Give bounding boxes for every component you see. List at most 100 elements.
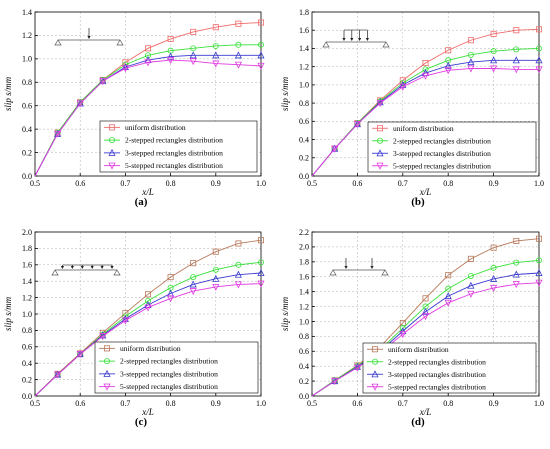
data-point: [76, 351, 84, 359]
data-point: [490, 274, 498, 282]
legend-swatch-marker: [109, 124, 116, 131]
legend-swatch-marker: [376, 162, 384, 170]
x-tick-label: 0.9: [211, 179, 221, 188]
x-tick-label: 1.0: [256, 179, 266, 188]
data-point: [399, 331, 407, 339]
x-tick-label: 0.5: [307, 399, 317, 408]
data-point: [189, 280, 197, 288]
data-point: [422, 60, 429, 67]
data-point: [444, 292, 452, 300]
y-tick-label: 0.0: [22, 392, 32, 401]
data-point: [167, 52, 175, 60]
data-point: [353, 364, 361, 372]
y-tick-label: 1.0: [22, 55, 32, 64]
data-point: [144, 304, 152, 312]
y-tick-label: 2.0: [22, 228, 32, 237]
plot-frame: [311, 11, 540, 177]
data-point: [212, 248, 219, 255]
data-point: [399, 80, 407, 88]
legend-entry: 5-stepped rectangles distribution: [388, 382, 486, 391]
data-point: [257, 51, 265, 59]
data-point: [235, 41, 242, 48]
chart-panel-2: 0.5 0.6 0.7 0.8 0.9 1.0 0.0 0.2 0.4 0.6 0.8 1.0 1.2 1…: [280, 8, 544, 208]
x-tick-label: 0.9: [489, 179, 499, 188]
x-tick-label: 0.5: [307, 179, 317, 188]
y-tick-label: 2.0: [299, 243, 309, 252]
data-point: [257, 280, 265, 288]
data-point: [144, 52, 151, 59]
legend-entry: 3-stepped rectangles distribution: [120, 369, 218, 378]
panel-label: (a): [135, 196, 148, 208]
data-point: [121, 65, 129, 73]
data-point: [257, 19, 264, 26]
legend-swatch-marker: [104, 358, 111, 365]
data-point: [234, 61, 242, 69]
data-point: [234, 270, 242, 278]
data-point: [444, 61, 452, 69]
legend-swatch-marker: [104, 345, 111, 352]
y-tick-label: 1.2: [22, 31, 32, 40]
legend-entry: 2-stepped rectangles distribution: [120, 357, 218, 366]
y-tick-label: 0.8: [299, 332, 309, 341]
data-point: [54, 130, 62, 138]
data-point: [235, 261, 242, 268]
data-point: [490, 30, 497, 37]
data-point: [212, 283, 220, 291]
data-point: [189, 51, 197, 59]
series-line: [34, 239, 262, 397]
data-point: [235, 20, 242, 27]
x-tick-label: 0.7: [120, 399, 130, 408]
series-line: [34, 283, 262, 397]
data-point: [76, 100, 84, 108]
legend: uniform distribution 2-stepped rectangles…: [367, 121, 537, 173]
y-tick-label: 0.8: [22, 78, 32, 87]
data-point: [513, 237, 520, 244]
data-point: [536, 26, 543, 33]
series-4: [34, 280, 265, 397]
chart-panel-3: 0.5 0.6 0.7 0.8 0.9 1.0 0.0 0.2 0.4 0.6 0.8 1.0 1.2 1…: [3, 228, 266, 428]
legend-swatch-marker: [371, 358, 378, 365]
data-point: [212, 266, 219, 273]
data-point: [144, 291, 151, 298]
data-point: [167, 295, 175, 303]
data-point: [536, 257, 543, 264]
data-point: [490, 284, 498, 292]
data-point: [121, 317, 129, 325]
load-diagram: [322, 29, 390, 48]
data-point: [190, 274, 197, 281]
x-tick-label: 0.8: [443, 179, 453, 188]
x-tick-label: 0.5: [30, 399, 40, 408]
legend-entry: 3-stepped rectangles distribution: [393, 149, 491, 158]
data-point: [121, 314, 129, 322]
data-point: [121, 63, 129, 71]
data-point: [445, 285, 452, 292]
legend-swatch-marker: [376, 137, 383, 144]
legend-swatch-marker: [376, 125, 383, 132]
legend-box: [367, 121, 537, 173]
panel-label: (d): [411, 416, 425, 428]
data-point: [467, 58, 475, 66]
y-tick-label: 0.0: [22, 172, 32, 181]
legend-entry: uniform distribution: [388, 345, 449, 354]
data-point: [257, 259, 264, 266]
data-point: [234, 51, 242, 59]
data-point: [190, 28, 197, 35]
x-axis-label: x/L: [419, 407, 432, 417]
legend-swatch-marker: [103, 369, 111, 377]
data-point: [54, 371, 62, 379]
x-tick-label: 0.6: [352, 399, 362, 408]
x-tick-label: 0.5: [30, 179, 40, 188]
data-point: [190, 45, 197, 52]
legend-swatch-marker: [371, 346, 378, 353]
data-point: [257, 41, 264, 48]
data-point: [513, 46, 520, 53]
data-point: [535, 269, 543, 277]
y-axis-label: slip s/mm: [280, 296, 290, 331]
y-tick-label: 0.4: [22, 125, 32, 134]
y-tick-label: 2.2: [299, 228, 309, 237]
data-point: [490, 56, 498, 64]
data-point: [189, 288, 197, 296]
x-tick-label: 0.7: [398, 179, 408, 188]
load-diagram: [54, 28, 124, 46]
